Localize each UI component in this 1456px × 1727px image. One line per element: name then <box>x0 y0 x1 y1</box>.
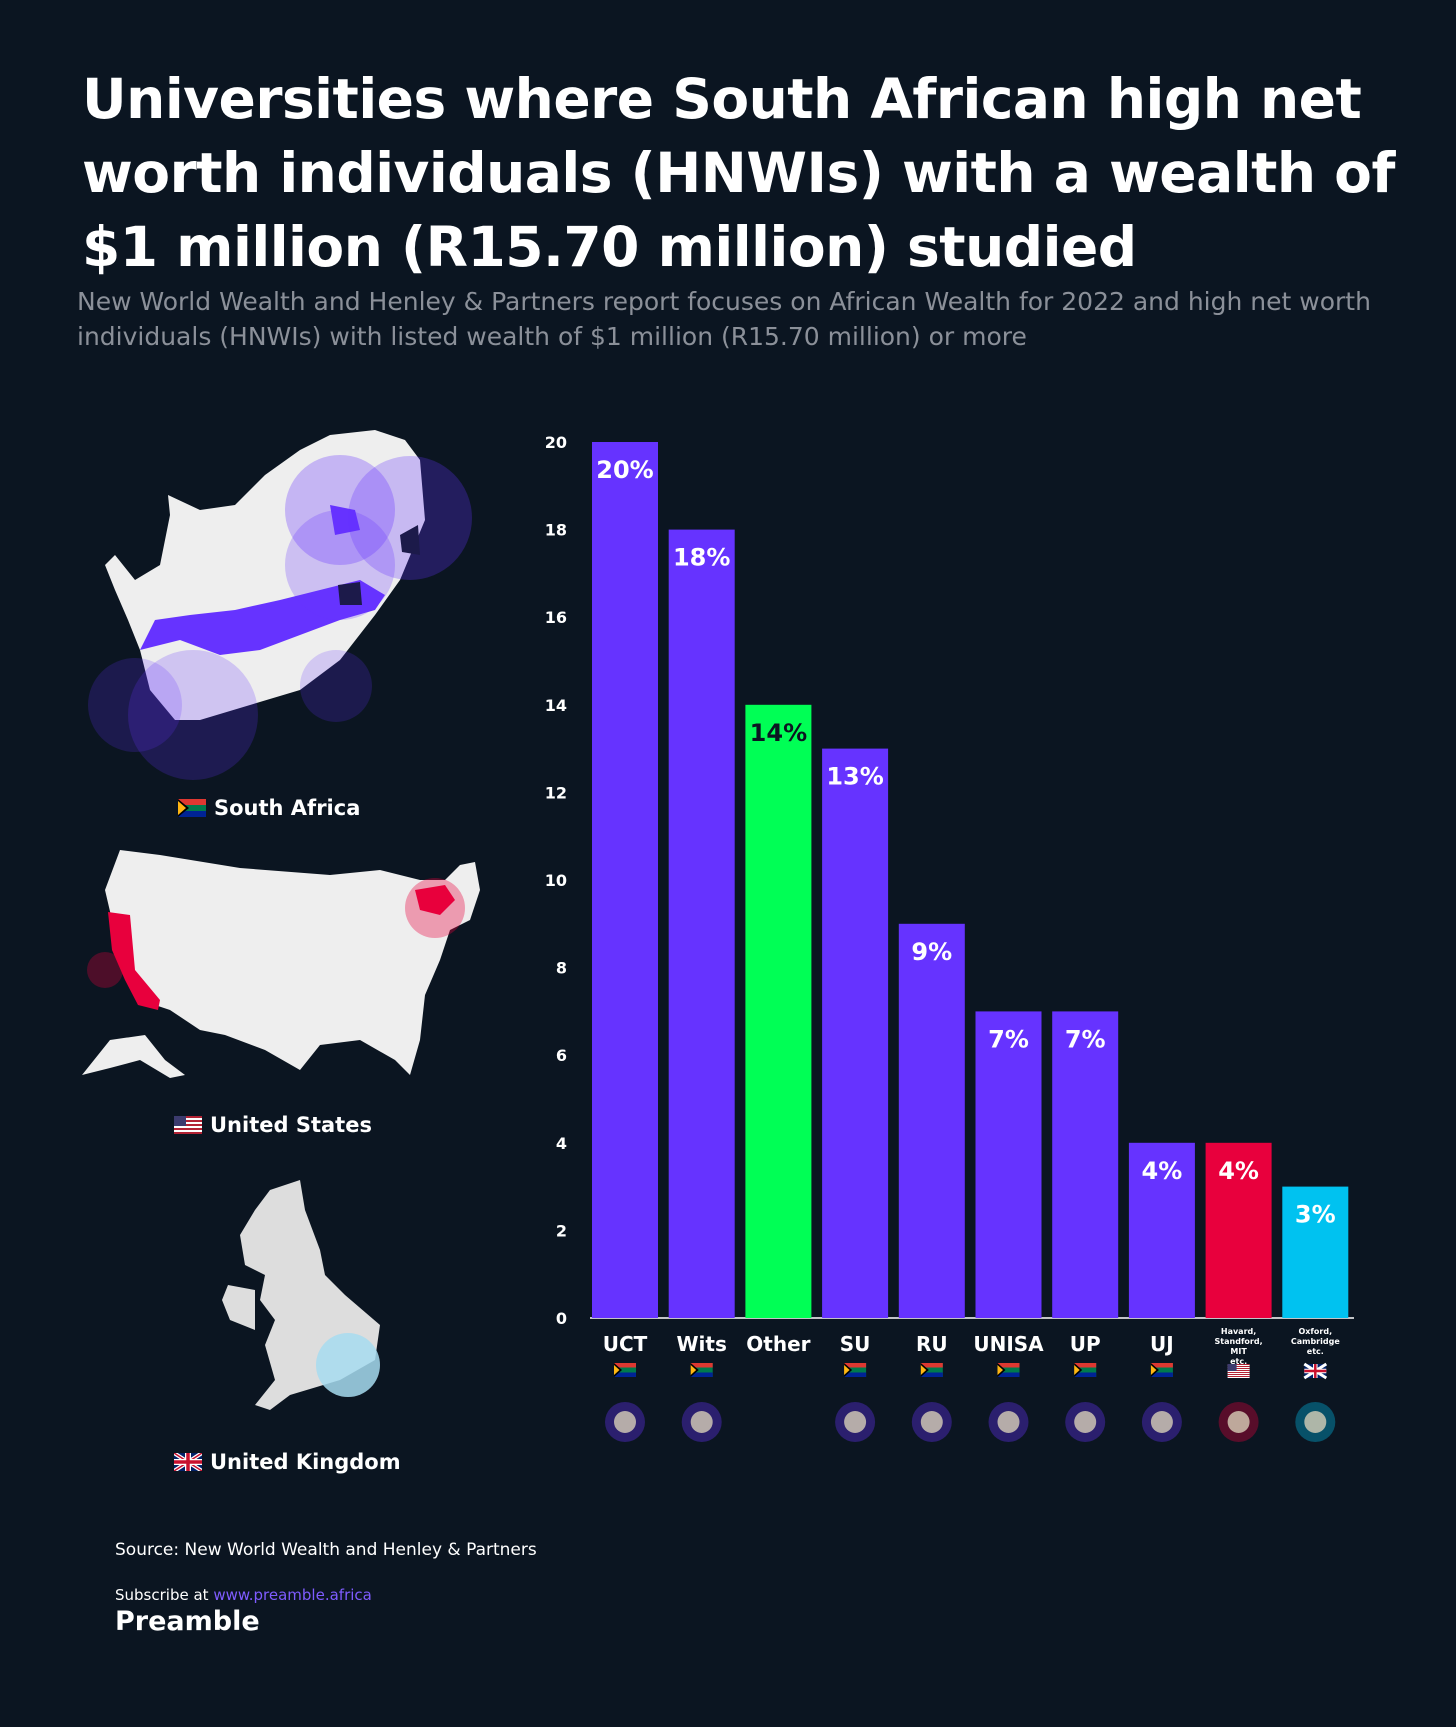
bar-value-label: 7% <box>988 1025 1029 1053</box>
y-tick-label: 6 <box>556 1046 567 1065</box>
university-logo-icon <box>1141 1402 1182 1442</box>
chart-subtitle: New World Wealth and Henley & Partners r… <box>77 287 1371 351</box>
bar-value-label: 7% <box>1065 1025 1106 1053</box>
za-flag-icon <box>920 1363 943 1377</box>
bar-value-label: 13% <box>826 763 883 791</box>
y-tick-label: 4 <box>556 1134 567 1153</box>
university-logo-icon <box>1218 1402 1259 1442</box>
za-flag-icon <box>1150 1363 1173 1377</box>
bar-value-label: 14% <box>750 719 807 747</box>
map-label-south-africa: South Africa <box>178 796 360 820</box>
uk-flag-icon <box>174 1453 202 1471</box>
university-logo-icon <box>835 1402 876 1442</box>
bar <box>1282 1186 1349 1318</box>
us-flag-icon <box>1227 1364 1250 1378</box>
source-note: Source: New World Wealth and Henley & Pa… <box>115 1540 537 1560</box>
bar-value-label: 9% <box>911 938 952 966</box>
map-label-united-states: United States <box>174 1113 372 1137</box>
bar-value-label: 18% <box>673 544 730 572</box>
y-tick-label: 20 <box>545 433 567 452</box>
bar <box>975 1011 1042 1318</box>
y-tick-label: 8 <box>556 959 567 978</box>
x-category-label: UP <box>1070 1332 1101 1356</box>
x-category-label: Havard, Standford, MIT etc. <box>1215 1327 1263 1366</box>
university-logo-icon <box>911 1402 952 1442</box>
bar <box>745 704 812 1318</box>
united-states-map <box>82 850 480 1078</box>
bar-value-label: 3% <box>1295 1201 1336 1229</box>
x-category-label: Wits <box>677 1332 727 1356</box>
bar <box>668 529 735 1318</box>
south-africa-map <box>88 430 472 780</box>
map-label-united-kingdom: United Kingdom <box>174 1450 401 1474</box>
za-flag-icon <box>844 1363 867 1377</box>
subscribe-link[interactable]: www.preamble.africa <box>213 1586 372 1604</box>
x-category-label: Other <box>746 1332 810 1356</box>
uk-flag-icon <box>1303 1362 1328 1380</box>
y-tick-label: 14 <box>545 696 567 715</box>
map-label-text: South Africa <box>214 796 361 820</box>
bar <box>1128 1142 1195 1318</box>
za-flag-icon <box>997 1363 1020 1377</box>
bar <box>1052 1011 1119 1318</box>
subscribe-prefix: Subscribe at <box>115 1586 209 1604</box>
subscribe-line: Subscribe at www.preamble.africa <box>115 1586 372 1604</box>
y-tick-label: 16 <box>545 608 567 627</box>
za-flag-icon <box>690 1363 713 1377</box>
bar <box>1205 1142 1272 1318</box>
bar <box>898 923 965 1318</box>
y-tick-label: 2 <box>556 1221 567 1240</box>
bars-layer: 0 2 4 6 8 10 12 14 16 18 20 20% UCT 18% Wits 14% Other 13… <box>545 433 1354 1442</box>
y-tick-label: 18 <box>545 521 567 540</box>
bar-value-label: 4% <box>1218 1157 1259 1185</box>
za-flag-icon <box>614 1363 636 1377</box>
za-flag-icon <box>178 799 206 817</box>
x-category-label: UJ <box>1150 1332 1174 1356</box>
university-logo-icon <box>681 1402 722 1442</box>
map-label-text: United Kingdom <box>210 1450 401 1474</box>
x-category-label: UCT <box>603 1332 648 1356</box>
x-category-label: SU <box>840 1332 871 1356</box>
university-logo-icon <box>605 1402 645 1442</box>
chart-title: Universities where South African high ne… <box>82 67 1395 279</box>
bar-value-label: 4% <box>1142 1157 1183 1185</box>
bar-value-label: 20% <box>596 456 653 484</box>
bar <box>592 442 658 1318</box>
bar <box>822 748 889 1318</box>
united-kingdom-map <box>222 1180 380 1410</box>
x-category-label: Oxford, Cambridge etc. <box>1291 1327 1340 1356</box>
university-logo-icon <box>1065 1402 1106 1442</box>
university-logo-icon <box>1295 1402 1336 1442</box>
y-tick-label: 0 <box>556 1309 567 1328</box>
us-flag-icon <box>174 1116 202 1134</box>
x-category-label: RU <box>916 1332 948 1356</box>
university-logo-icon <box>988 1402 1029 1442</box>
map-label-text: United States <box>210 1113 372 1137</box>
za-flag-icon <box>1074 1363 1097 1377</box>
y-tick-label: 12 <box>545 783 567 802</box>
y-tick-label: 10 <box>545 871 567 890</box>
x-category-label: UNISA <box>973 1332 1044 1356</box>
brand-logo-text: Preamble <box>115 1606 260 1637</box>
